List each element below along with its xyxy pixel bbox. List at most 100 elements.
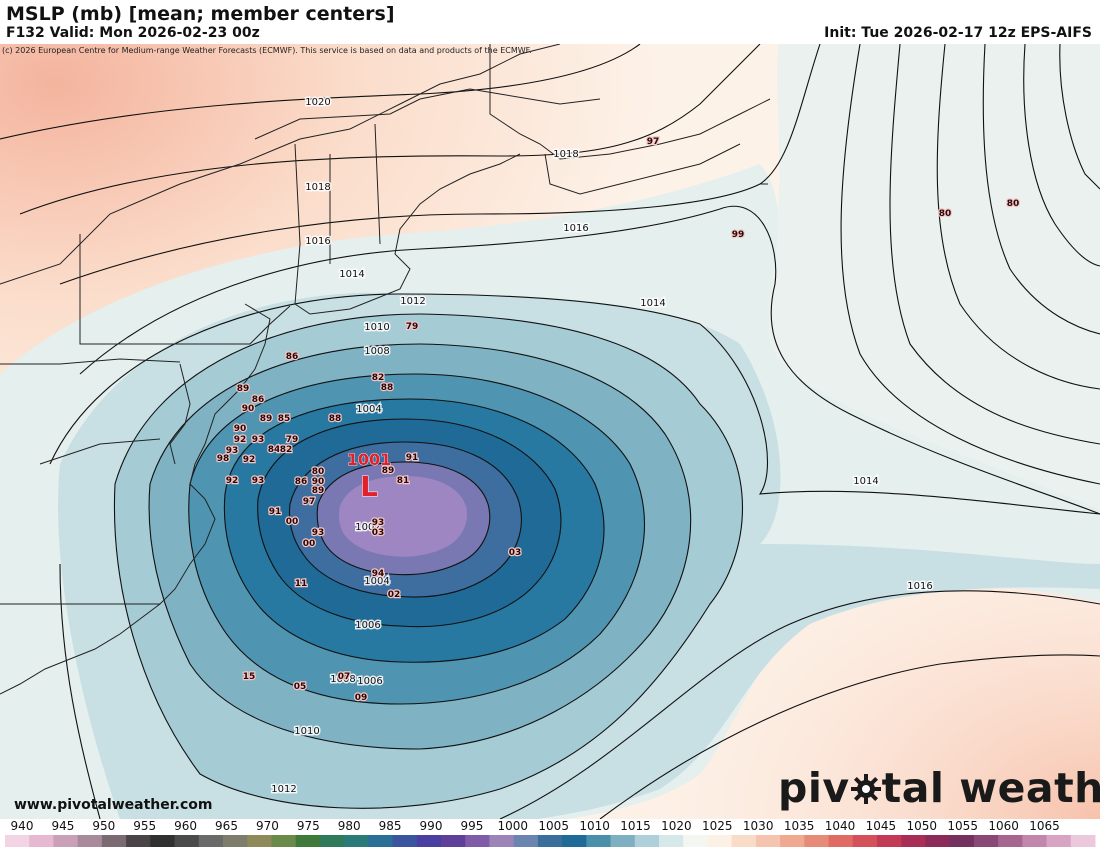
member-center-value: 89 (382, 466, 395, 476)
member-center-value: 93 (312, 528, 325, 538)
member-center-value: 93 (252, 435, 265, 445)
scale-tick-label: 1055 (947, 819, 978, 833)
map-header: MSLP (mb) [mean; member centers] F132 Va… (0, 0, 1100, 44)
member-center-value: 81 (397, 476, 410, 486)
scale-tick-label: 1020 (661, 819, 692, 833)
scale-tick-label: 960 (174, 819, 198, 833)
member-center-value: 97 (647, 137, 660, 147)
mslp-map[interactable]: 1001 L 102010181018101610161014101410141… (0, 44, 1100, 819)
scale-swatch (659, 835, 684, 847)
member-center-value: 90 (234, 424, 247, 434)
scale-tick-label: 995 (460, 819, 484, 833)
scale-swatch (126, 835, 151, 847)
member-center-value: 91 (406, 453, 419, 463)
scale-tick-label: 1000 (497, 819, 529, 833)
member-center-value: 02 (388, 590, 401, 600)
isobar-label: 1004 (356, 404, 381, 415)
isobar-label: 1008 (364, 346, 389, 357)
scale-tick-label: 1005 (538, 819, 569, 833)
scale-swatch (77, 835, 103, 847)
member-center-value: 07 (338, 672, 351, 682)
brand-text-end: tal weather (881, 764, 1100, 812)
member-center-value: 94 (372, 569, 385, 579)
isobar-label: 1018 (553, 149, 578, 160)
low-pressure-symbol: L (360, 470, 378, 503)
scale-tick-label: 1035 (783, 819, 815, 833)
member-center-value: 93 (372, 518, 385, 528)
isobar-label: 1016 (907, 581, 932, 592)
member-center-value: 98 (217, 454, 230, 464)
scale-swatch (344, 835, 369, 847)
scale-swatch (1046, 835, 1072, 847)
member-center-value: 91 (269, 507, 282, 517)
isobar-label: 1014 (339, 269, 364, 280)
scale-swatch (901, 835, 926, 847)
scale-swatch (5, 835, 30, 847)
low-pressure-value: 1001 (347, 450, 392, 469)
isobar-label: 1010 (364, 322, 389, 333)
scale-swatch (223, 835, 248, 847)
scale-swatch (295, 835, 321, 847)
scale-swatch (1070, 835, 1096, 847)
member-center-value: 92 (234, 435, 247, 445)
gear-o-icon (850, 766, 881, 804)
scale-tick-label: 1040 (824, 819, 856, 833)
member-center-value: 79 (286, 435, 299, 445)
scale-colorbar (5, 835, 1096, 847)
member-center-value: 92 (226, 476, 239, 486)
scale-swatch (731, 835, 757, 847)
member-center-value: 86 (252, 395, 265, 405)
scale-tick-label: 1010 (579, 819, 610, 833)
scale-swatch (53, 835, 79, 847)
member-center-value: 99 (732, 230, 745, 240)
member-center-value: 80 (1007, 199, 1020, 209)
scale-tick-label: 1065 (1029, 819, 1060, 833)
member-center-value: 85 (278, 414, 291, 424)
scale-tick-label: 965 (215, 819, 238, 833)
scale-swatch (416, 835, 442, 847)
scale-swatch (29, 835, 54, 847)
scale-swatch (101, 835, 127, 847)
member-center-value: 03 (509, 548, 522, 558)
scale-swatch (441, 835, 466, 847)
scale-swatch (537, 835, 563, 847)
member-center-value: 89 (237, 384, 250, 394)
northeast-low-field (750, 44, 1100, 584)
isobar-label: 1014 (640, 298, 665, 309)
pressure-color-scale: 940 945 950 955 960 965 970 975 980 985 990 995 1000… (0, 819, 1100, 850)
pressure-band-core (339, 476, 468, 557)
member-center-value: 88 (329, 414, 342, 424)
scale-swatch (925, 835, 951, 847)
scale-swatch (319, 835, 345, 847)
scale-swatch (707, 835, 733, 847)
valid-time: F132 Valid: Mon 2026-02-23 00z (6, 25, 260, 41)
scale-tick-label: 955 (133, 819, 157, 833)
isobar-label: 1020 (305, 97, 330, 108)
member-center-value: 84 (268, 445, 281, 455)
isobar-label: 1012 (400, 296, 425, 307)
website-link[interactable]: www.pivotalweather.com (14, 797, 213, 813)
scale-tick-label: 970 (255, 819, 279, 833)
member-center-value: 80 (312, 467, 325, 477)
member-center-value: 90 (312, 477, 325, 487)
isobar-label: 1018 (305, 182, 330, 193)
scale-swatch (634, 835, 660, 847)
member-center-value: 92 (243, 455, 256, 465)
isobar-lines (0, 44, 1100, 819)
scale-tick-label: 1025 (702, 819, 733, 833)
member-center-value: 80 (939, 209, 952, 219)
scale-swatch (780, 835, 805, 847)
member-center-value: 89 (260, 414, 273, 424)
scale-swatch (852, 835, 878, 847)
scale-tick-label: 1045 (865, 819, 897, 833)
member-center-value: 11 (295, 579, 308, 589)
isobar-label: 1016 (563, 223, 588, 234)
scale-swatch (465, 835, 490, 847)
brand-text-start: piv (778, 764, 850, 812)
brand-wordmark: piv tal weather (778, 764, 1100, 812)
scale-swatch (513, 835, 539, 847)
scale-tick-label: 945 (51, 819, 75, 833)
member-center-value: 82 (372, 373, 385, 383)
member-center-value: 00 (303, 539, 316, 549)
scale-swatch (1022, 835, 1048, 847)
